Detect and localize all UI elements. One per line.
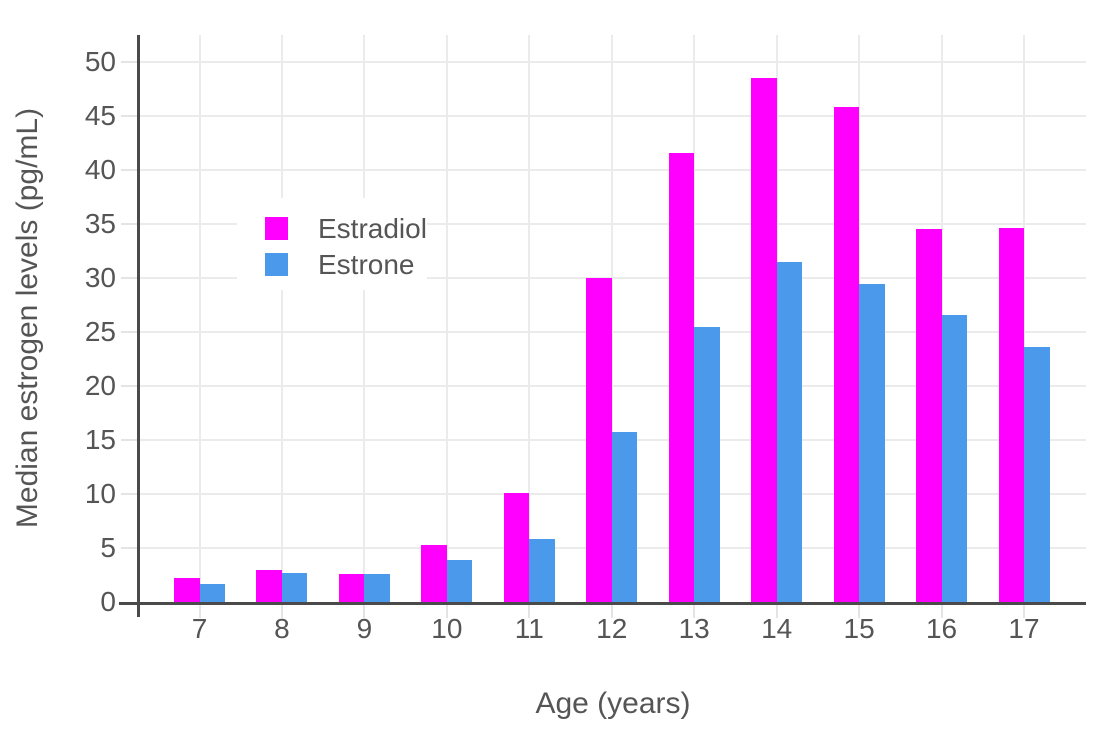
- y-gridline: [140, 115, 1086, 117]
- y-tick-label: 35: [84, 208, 116, 239]
- y-tick-label: 20: [84, 370, 116, 401]
- x-gridline: [1023, 35, 1025, 602]
- y-tick-mark: [121, 439, 137, 441]
- x-tick-mark: [693, 605, 696, 618]
- x-gridline: [363, 35, 366, 602]
- bar-estradiol-age-11[interactable]: [503, 492, 530, 602]
- y-gridline: [140, 61, 1086, 63]
- legend-item-estrone[interactable]: Estrone: [318, 249, 415, 280]
- y-tick-mark: [121, 385, 137, 387]
- x-tick-mark: [445, 605, 448, 618]
- legend-item-estradiol[interactable]: Estradiol: [318, 213, 427, 244]
- bar-estradiol-age-13[interactable]: [668, 152, 695, 602]
- x-tick-mark: [198, 605, 201, 618]
- x-tick-label: 11: [514, 613, 544, 644]
- bar-estradiol-age-10[interactable]: [421, 544, 447, 602]
- bar-estrone-age-16[interactable]: [941, 314, 968, 602]
- y-tick-label: 40: [84, 154, 116, 185]
- y-tick-mark: [121, 61, 137, 63]
- y-tick-mark: [121, 493, 137, 495]
- y-gridline: [140, 385, 1086, 387]
- bar-estradiol-age-9[interactable]: [338, 573, 365, 602]
- y-tick-label: 30: [84, 262, 116, 293]
- bar-estradiol-age-14[interactable]: [751, 78, 777, 602]
- y-tick-label: 10: [84, 478, 116, 509]
- x-tick-mark: [1023, 605, 1025, 618]
- y-tick-mark: [121, 223, 137, 225]
- x-tick-mark: [363, 605, 366, 618]
- x-tick-label: 17: [1008, 613, 1040, 644]
- x-tick-label: 14: [761, 613, 793, 644]
- bar-estrone-age-15[interactable]: [859, 284, 885, 602]
- bar-estrone-age-9[interactable]: [364, 573, 390, 602]
- y-tick-mark: [121, 169, 137, 171]
- x-tick-mark: [858, 605, 861, 618]
- legend-swatch-estradiol-icon[interactable]: [265, 217, 288, 240]
- y-gridline: [140, 331, 1086, 333]
- y-tick-label: 15: [84, 424, 116, 455]
- x-tick-mark: [775, 605, 778, 618]
- y-gridline: [140, 169, 1086, 171]
- bar-estrone-age-7[interactable]: [199, 583, 225, 602]
- x-tick-label: 13: [678, 613, 710, 644]
- x-gridline: [445, 35, 448, 602]
- y-tick-mark: [121, 277, 137, 279]
- y-tick-label: 5: [100, 532, 116, 563]
- x-gridline: [528, 35, 531, 602]
- bar-estradiol-age-8[interactable]: [256, 569, 282, 602]
- x-tick-label: 16: [925, 613, 958, 644]
- bar-estrone-age-17[interactable]: [1024, 347, 1050, 602]
- x-axis-line: [119, 602, 1086, 605]
- x-tick-label: 10: [431, 613, 463, 644]
- legend: Estradiol Estrone: [237, 198, 427, 290]
- y-tick-mark: [121, 115, 137, 117]
- y-axis-line: [137, 35, 140, 617]
- x-gridline: [693, 35, 696, 602]
- y-tick-mark: [121, 331, 137, 333]
- x-tick-label: 12: [596, 613, 628, 644]
- bar-estrone-age-11[interactable]: [529, 539, 555, 602]
- y-tick-label: 45: [84, 100, 116, 131]
- legend-swatch-estrone-icon[interactable]: [265, 253, 288, 276]
- x-tick-label: 15: [843, 613, 875, 644]
- y-tick-mark: [121, 547, 137, 549]
- x-gridline: [610, 35, 613, 602]
- y-gridline: [140, 223, 1086, 225]
- y-tick-label: 25: [84, 316, 116, 347]
- bar-estradiol-age-15[interactable]: [833, 107, 860, 602]
- plot-area: [140, 35, 1086, 602]
- x-gridline: [198, 35, 201, 602]
- y-gridline: [140, 277, 1086, 279]
- bar-estrone-age-13[interactable]: [694, 326, 720, 602]
- y-tick-label: 0: [100, 586, 116, 617]
- bar-estradiol-age-12[interactable]: [586, 278, 612, 602]
- bar-estrone-age-10[interactable]: [446, 559, 473, 602]
- x-axis-title: Age (years): [535, 687, 691, 720]
- bar-estradiol-age-16[interactable]: [916, 229, 942, 602]
- x-gridline: [280, 35, 283, 602]
- bar-estrone-age-14[interactable]: [776, 261, 803, 602]
- bar-estradiol-age-7[interactable]: [174, 578, 200, 602]
- bar-estrone-age-8[interactable]: [281, 572, 308, 602]
- x-tick-label: 7: [191, 613, 208, 644]
- x-tick-mark: [940, 605, 943, 618]
- x-tick-mark: [610, 605, 613, 618]
- x-tick-mark: [280, 605, 283, 618]
- x-tick-label: 8: [274, 613, 290, 644]
- y-tick-label: 50: [84, 46, 116, 77]
- bar-estradiol-age-17[interactable]: [998, 228, 1024, 602]
- x-tick-label: 9: [356, 613, 373, 644]
- bar-estrone-age-12[interactable]: [611, 432, 638, 602]
- x-tick-mark: [528, 605, 531, 618]
